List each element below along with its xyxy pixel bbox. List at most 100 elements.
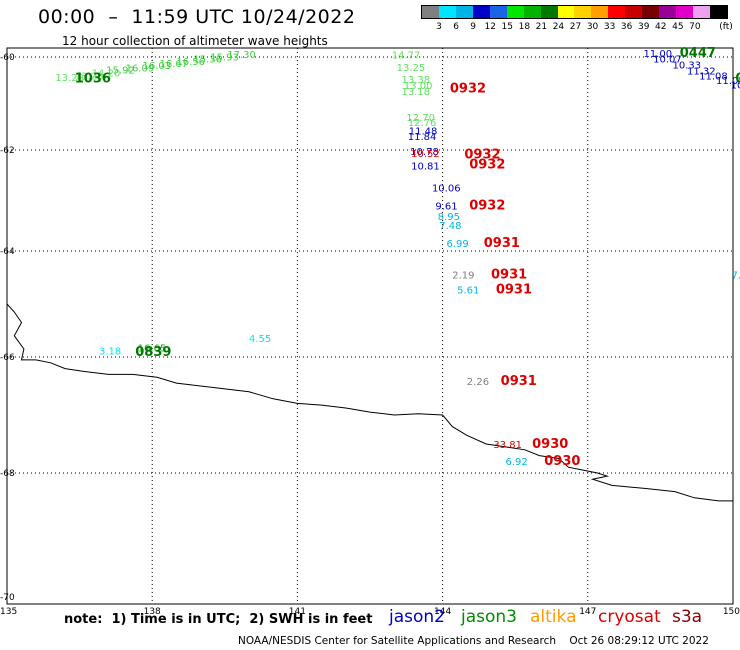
- sat-cryosat-label: cryosat: [598, 607, 661, 627]
- scale-label: 24: [552, 22, 565, 32]
- page-subtitle: 12 hour collection of altimeter wave hei…: [62, 34, 328, 48]
- obs-wave-height: 16.03: [143, 61, 172, 72]
- obs-wave-height: 15.92: [106, 66, 135, 77]
- scale-swatch: [709, 6, 727, 18]
- obs-wave-height: 14.77: [392, 50, 421, 61]
- scale-label: 18: [518, 22, 531, 32]
- scale-label: 27: [569, 22, 582, 32]
- obs-wave-height: 10.06: [432, 183, 461, 194]
- obs-time-label: 1036: [75, 72, 111, 87]
- obs-wave-height: 4.55: [249, 334, 271, 345]
- scale-swatch: [591, 6, 609, 18]
- lat-tick-label: -64: [0, 247, 15, 257]
- sat-jason2-label: jason2: [389, 607, 445, 627]
- obs-time-label: 0932: [450, 81, 486, 96]
- obs-wave-height: 12.76: [408, 118, 437, 129]
- obs-wave-height: 13.28: [75, 71, 104, 82]
- obs-wave-height: 13.18: [401, 87, 430, 98]
- lat-tick-label: -70: [0, 593, 15, 603]
- scale-label: 21: [535, 22, 548, 32]
- obs-time-label: 0931: [496, 282, 532, 297]
- scale-swatch: [540, 6, 558, 18]
- obs-wave-height: 11.48: [409, 127, 438, 138]
- obs-wave-height: 9.61: [435, 202, 457, 213]
- lon-tick-label: 144: [434, 607, 451, 617]
- scale-swatch: [455, 6, 473, 18]
- obs-wave-height: 15.36: [193, 55, 222, 66]
- footer-credit: NOAA/NESDIS Center for Satellite Applica…: [238, 635, 709, 647]
- obs-wave-height: 6.99: [446, 239, 468, 250]
- lat-tick-label: -68: [0, 469, 15, 479]
- obs-wave-height: 10.81: [411, 162, 440, 173]
- obs-wave-height: 7.48: [439, 221, 461, 232]
- scale-unit: (ft): [719, 22, 733, 32]
- scale-swatch: [472, 6, 490, 18]
- obs-wave-height: 11.05: [716, 76, 740, 87]
- scale-label: 45: [672, 22, 684, 32]
- sat-jason3-label: jason3: [461, 607, 517, 627]
- scale-label: 42: [655, 22, 667, 32]
- obs-wave-height: 10.33: [673, 61, 702, 72]
- obs-time-label: 0839: [135, 345, 171, 360]
- obs-wave-height: 16.56: [176, 57, 205, 68]
- obs-wave-height: 7.7: [732, 271, 740, 282]
- lon-tick-label: 141: [289, 607, 306, 617]
- obs-wave-height: 10.52: [411, 149, 440, 160]
- obs-wave-height: 13.00: [404, 81, 433, 92]
- lat-tick-label: -60: [0, 53, 15, 63]
- obs-time-label: 0931: [491, 268, 527, 283]
- obs-time-label: 0932: [469, 158, 505, 173]
- footer-note: note: 1) Time is in UTC; 2) SWH is in fe…: [64, 612, 373, 627]
- scale-swatch: [676, 6, 693, 18]
- obs-wave-height: 2.26: [467, 377, 489, 388]
- obs-wave-height: 16.09: [126, 63, 155, 74]
- scale-swatch: [574, 6, 592, 18]
- scale-label: 39: [637, 22, 650, 32]
- obs-wave-height: 11.84: [408, 132, 437, 143]
- obs-wave-height: 2.19: [452, 271, 474, 282]
- page-title: 00:00 – 11:59 UTC 10/24/2022: [38, 6, 356, 28]
- scale-swatch: [625, 6, 643, 18]
- obs-wave-height: 16.67: [159, 59, 188, 70]
- coastline: [6, 303, 733, 502]
- obs-wave-height: 10.76: [731, 81, 740, 92]
- scale-label: 36: [620, 22, 633, 32]
- obs-wave-height: 17.30: [227, 50, 256, 61]
- scale-label: 30: [586, 22, 599, 32]
- scale-swatch: [422, 6, 439, 18]
- obs-wave-height: 33.81: [493, 440, 522, 451]
- scale-label: 70: [689, 22, 701, 32]
- lon-tick-label: 138: [144, 607, 161, 617]
- obs-wave-height: 10.78: [410, 147, 439, 158]
- obs-time-label: 0931: [501, 374, 537, 389]
- scale-label: 12: [484, 22, 496, 32]
- obs-time-label: 044: [735, 72, 740, 87]
- scale-label: 9: [470, 22, 477, 32]
- obs-wave-height: 15.93: [210, 52, 239, 63]
- scale-label: 15: [501, 22, 513, 32]
- scale-swatch: [557, 6, 575, 18]
- sat-s3a-label: s3a: [672, 607, 703, 627]
- obs-time-label: 0932: [464, 148, 500, 163]
- scale-swatch: [438, 6, 456, 18]
- obs-wave-height: 14.20: [92, 69, 121, 80]
- lat-tick-label: -66: [0, 353, 15, 363]
- scale-swatch: [608, 6, 626, 18]
- obs-wave-height: 10.07: [653, 55, 682, 66]
- obs-time-label: 0447: [680, 46, 716, 61]
- obs-time-label: 0932: [469, 199, 505, 214]
- obs-wave-height: 6.92: [506, 457, 528, 468]
- scale-swatch: [693, 6, 710, 18]
- lat-tick-label: -62: [0, 146, 15, 156]
- color-scale: 3 6 9 12 15 18 21 24 27 30 33 36 39 42 45 70 (ft): [421, 5, 733, 35]
- obs-wave-height: 11.00: [643, 49, 672, 60]
- lon-tick-label: 150: [723, 607, 740, 617]
- obs-time-label: 0930: [544, 454, 580, 469]
- scale-label: 6: [453, 22, 459, 32]
- obs-wave-height: 13.28: [55, 73, 84, 84]
- obs-wave-height: 13.38: [401, 75, 430, 86]
- obs-wave-height: 16.65: [138, 344, 167, 355]
- obs-time-label: 0930: [532, 437, 568, 452]
- sat-altika-label: altika: [530, 607, 577, 627]
- scale-swatch: [642, 6, 660, 18]
